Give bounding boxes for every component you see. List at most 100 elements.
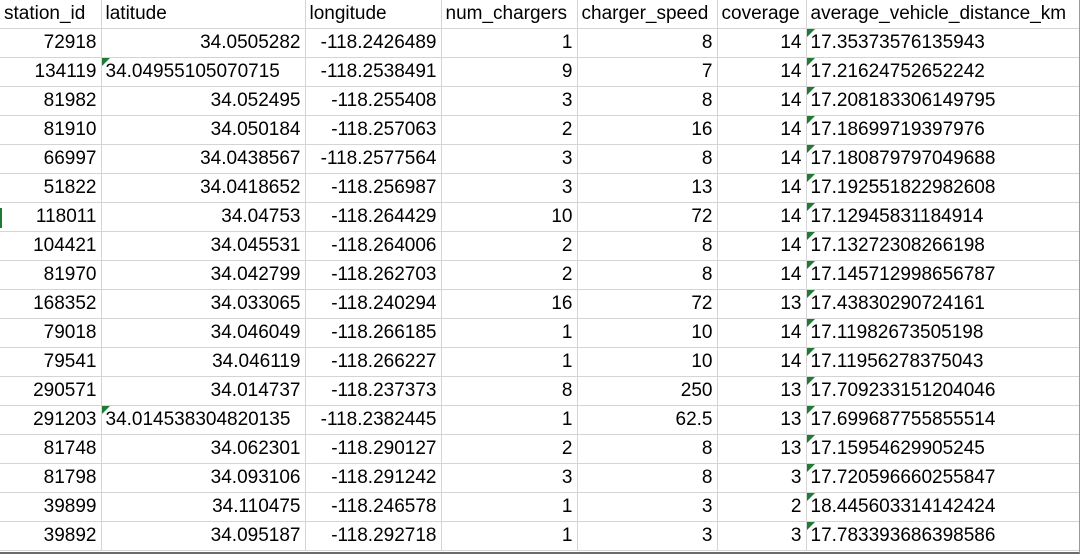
cell-charger-speed[interactable]: 62.5 [577,405,718,435]
cell-average-vehicle-distance[interactable]: 17.18699719397976 [806,115,1079,145]
cell-num-chargers[interactable]: 2 [441,231,578,261]
cell-longitude[interactable]: -118.291242 [305,463,442,493]
cell-station-id[interactable]: 66997 [0,144,102,174]
cell-latitude[interactable]: 34.014538304820135 [101,405,306,435]
cell-charger-speed[interactable]: 8 [577,434,718,464]
cell-station-id[interactable]: 118011 [0,202,102,232]
cell-average-vehicle-distance[interactable]: 17.35373576135943 [806,28,1079,58]
cell-longitude[interactable]: -118.237373 [305,376,442,406]
cell-num-chargers[interactable]: 1 [441,318,578,348]
header-cell-longitude[interactable]: longitude [305,0,442,29]
cell-latitude[interactable]: 34.046049 [101,318,306,348]
cell-charger-speed[interactable]: 8 [577,463,718,493]
cell-latitude[interactable]: 34.014737 [101,376,306,406]
cell-num-chargers[interactable]: 1 [441,28,578,58]
cell-num-chargers[interactable]: 3 [441,173,578,203]
cell-charger-speed[interactable]: 8 [577,260,718,290]
cell-coverage[interactable]: 14 [717,318,807,348]
cell-coverage[interactable]: 14 [717,144,807,174]
cell-longitude[interactable]: -118.2382445 [305,405,442,435]
cell-coverage[interactable]: 13 [717,289,807,319]
cell-longitude[interactable]: -118.262703 [305,260,442,290]
cell-coverage[interactable]: 14 [717,347,807,377]
cell-latitude[interactable]: 34.095187 [101,521,306,551]
cell-station-id[interactable]: 39899 [0,492,102,522]
cell-longitude[interactable]: -118.2538491 [305,57,442,87]
cell-charger-speed[interactable]: 16 [577,115,718,145]
header-cell-num-chargers[interactable]: num_chargers [441,0,578,29]
cell-average-vehicle-distance[interactable]: 17.43830290724161 [806,289,1079,319]
cell-average-vehicle-distance[interactable]: 17.208183306149795 [806,86,1079,116]
cell-latitude[interactable]: 34.042799 [101,260,306,290]
cell-charger-speed[interactable]: 8 [577,144,718,174]
cell-charger-speed[interactable]: 8 [577,86,718,116]
cell-num-chargers[interactable]: 1 [441,492,578,522]
cell-coverage[interactable]: 14 [717,173,807,203]
cell-coverage[interactable]: 13 [717,434,807,464]
cell-num-chargers[interactable]: 2 [441,434,578,464]
cell-longitude[interactable]: -118.264006 [305,231,442,261]
cell-longitude[interactable]: -118.246578 [305,492,442,522]
cell-charger-speed[interactable]: 250 [577,376,718,406]
cell-average-vehicle-distance[interactable]: 17.699687755855514 [806,405,1079,435]
cell-charger-speed[interactable]: 8 [577,231,718,261]
cell-num-chargers[interactable]: 9 [441,57,578,87]
cell-station-id[interactable]: 81982 [0,86,102,116]
cell-latitude[interactable]: 34.033065 [101,289,306,319]
cell-charger-speed[interactable]: 72 [577,202,718,232]
cell-average-vehicle-distance[interactable]: 17.11982673505198 [806,318,1079,348]
cell-charger-speed[interactable]: 3 [577,492,718,522]
cell-latitude[interactable]: 34.052495 [101,86,306,116]
cell-charger-speed[interactable]: 13 [577,173,718,203]
cell-station-id[interactable]: 81970 [0,260,102,290]
cell-station-id[interactable]: 134119 [0,57,102,87]
cell-coverage[interactable]: 14 [717,231,807,261]
cell-charger-speed[interactable]: 10 [577,347,718,377]
cell-station-id[interactable]: 72918 [0,28,102,58]
cell-latitude[interactable]: 34.04955105070715 [101,57,306,87]
cell-latitude[interactable]: 34.045531 [101,231,306,261]
header-cell-station-id[interactable]: station_id [0,0,102,29]
cell-longitude[interactable]: -118.256987 [305,173,442,203]
cell-average-vehicle-distance[interactable]: 17.13272308266198 [806,231,1079,261]
cell-latitude[interactable]: 34.0505282 [101,28,306,58]
cell-longitude[interactable]: -118.2577564 [305,144,442,174]
cell-num-chargers[interactable]: 1 [441,347,578,377]
header-cell-latitude[interactable]: latitude [101,0,306,29]
cell-station-id[interactable]: 104421 [0,231,102,261]
cell-longitude[interactable]: -118.264429 [305,202,442,232]
cell-latitude[interactable]: 34.050184 [101,115,306,145]
cell-longitude[interactable]: -118.2426489 [305,28,442,58]
cell-longitude[interactable]: -118.240294 [305,289,442,319]
cell-coverage[interactable]: 14 [717,202,807,232]
cell-longitude[interactable]: -118.266185 [305,318,442,348]
cell-average-vehicle-distance[interactable]: 17.783393686398586 [806,521,1079,551]
header-cell-average-vehicle-distance[interactable]: average_vehicle_distance_km [806,0,1079,29]
cell-coverage[interactable]: 13 [717,405,807,435]
header-cell-coverage[interactable]: coverage [717,0,807,29]
cell-average-vehicle-distance[interactable]: 17.15954629905245 [806,434,1079,464]
cell-average-vehicle-distance[interactable]: 17.21624752652242 [806,57,1079,87]
cell-average-vehicle-distance[interactable]: 17.709233151204046 [806,376,1079,406]
cell-station-id[interactable]: 51822 [0,173,102,203]
cell-latitude[interactable]: 34.0418652 [101,173,306,203]
cell-coverage[interactable]: 14 [717,86,807,116]
cell-latitude[interactable]: 34.0438567 [101,144,306,174]
cell-charger-speed[interactable]: 8 [577,28,718,58]
cell-num-chargers[interactable]: 2 [441,115,578,145]
cell-station-id[interactable]: 79018 [0,318,102,348]
cell-coverage[interactable]: 14 [717,115,807,145]
cell-longitude[interactable]: -118.257063 [305,115,442,145]
cell-station-id[interactable]: 79541 [0,347,102,377]
cell-station-id[interactable]: 290571 [0,376,102,406]
cell-station-id[interactable]: 39892 [0,521,102,551]
cell-charger-speed[interactable]: 3 [577,521,718,551]
cell-coverage[interactable]: 14 [717,260,807,290]
cell-coverage[interactable]: 14 [717,57,807,87]
cell-num-chargers[interactable]: 8 [441,376,578,406]
cell-coverage[interactable]: 13 [717,376,807,406]
cell-charger-speed[interactable]: 72 [577,289,718,319]
cell-num-chargers[interactable]: 2 [441,260,578,290]
cell-longitude[interactable]: -118.255408 [305,86,442,116]
